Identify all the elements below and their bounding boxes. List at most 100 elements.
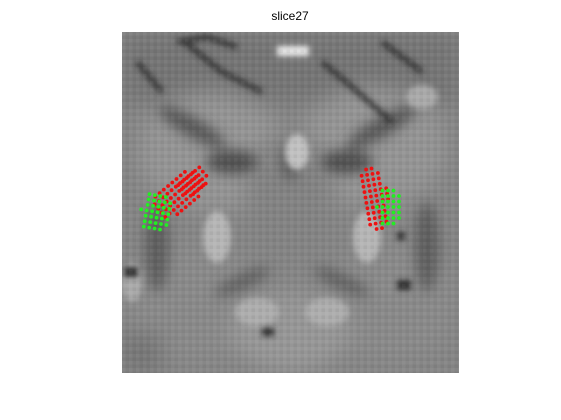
red-label-dot [377,209,382,214]
green-label-dot [145,203,150,207]
red-label-dot [180,201,185,205]
red-label-dot [188,180,193,185]
red-label-dot [377,181,382,186]
green-label-dot [386,194,390,198]
red-label-dot [184,197,189,202]
red-label-dot [176,196,181,201]
green-label-dot [157,199,162,204]
red-label-dot [372,182,377,187]
green-label-dot [152,198,156,203]
green-label-dot [391,199,396,204]
green-label-dot [147,225,152,230]
red-label-dot [369,200,374,204]
green-label-dot [149,214,153,219]
red-label-dot [365,173,369,177]
red-label-dot [196,194,201,199]
green-label-dot [142,219,147,224]
red-label-dot [197,165,202,170]
green-label-dot [391,210,396,215]
green-label-dot [153,193,157,198]
green-label-dot [139,207,144,212]
red-label-dot [370,172,375,176]
red-label-dot [184,183,188,188]
red-label-dot [359,173,364,178]
red-label-dot [376,171,380,175]
green-label-dot [391,205,396,209]
red-label-dot [360,179,365,184]
red-label-dot [183,191,188,196]
green-label-dot [380,194,385,198]
red-label-dot [176,183,181,188]
red-label-dot [369,166,374,171]
green-label-dot [155,210,160,215]
red-label-dot [174,177,179,181]
green-label-dot [143,213,148,218]
green-label-dot [380,216,385,220]
red-label-dot [367,183,371,188]
red-label-dot [195,188,200,193]
green-label-dot [141,224,146,229]
red-label-dot [183,205,188,210]
red-label-dot [192,198,197,202]
red-label-dot [176,204,180,209]
red-label-dot [171,208,176,212]
green-label-dot [161,211,165,216]
red-label-dot [200,177,205,182]
red-label-dot [203,181,208,186]
green-label-dot [167,206,172,211]
red-label-dot [169,188,174,193]
red-label-dot [183,170,187,174]
figure-title: slice27 [271,9,309,23]
red-label-dot [367,217,372,222]
red-label-dot [368,222,373,227]
red-label-dot [363,195,368,200]
red-label-dot [364,167,368,172]
green-label-dot [375,205,379,209]
red-label-dot [373,188,378,193]
green-label-dot [151,204,155,208]
green-label-dot [386,199,390,204]
red-label-dot [189,172,193,177]
red-label-dot [175,212,180,217]
red-label-dot [374,227,379,231]
red-label-dot [199,185,204,190]
green-label-dot [159,222,163,226]
red-label-dot [204,173,209,178]
green-label-dot [161,205,166,210]
red-label-dot [165,191,170,196]
mri-slice-image [122,32,459,373]
green-label-dot [158,194,163,198]
red-label-dot [161,187,166,192]
red-label-dot [179,187,184,192]
green-label-dot [386,216,390,220]
red-label-dot [170,180,175,185]
red-label-dot [157,191,162,196]
green-label-dot [148,220,153,225]
red-label-dot [371,210,376,215]
green-label-dot [147,192,152,197]
green-label-dot [144,208,149,213]
red-label-dot [368,189,372,194]
red-label-dot [191,192,195,197]
green-label-dot [156,204,161,209]
green-label-dot [154,215,159,220]
red-label-dot [364,201,369,205]
red-label-dot [188,201,192,206]
green-label-dot [165,217,170,222]
green-label-dot [391,194,396,198]
green-label-dot [397,194,401,198]
red-label-dot [187,188,192,192]
red-label-dot [173,192,177,197]
red-label-dot [193,169,197,173]
red-label-dot [172,200,177,205]
green-label-dot [166,212,171,217]
red-label-dot [192,176,197,181]
red-label-dot [371,177,376,182]
red-label-dot [366,211,371,216]
green-label-dot [391,216,396,220]
green-label-dots [139,188,401,232]
red-label-dot [200,169,205,174]
red-label-dot [196,181,200,185]
green-label-dot [386,188,390,193]
segmentation-overlay [139,165,401,232]
